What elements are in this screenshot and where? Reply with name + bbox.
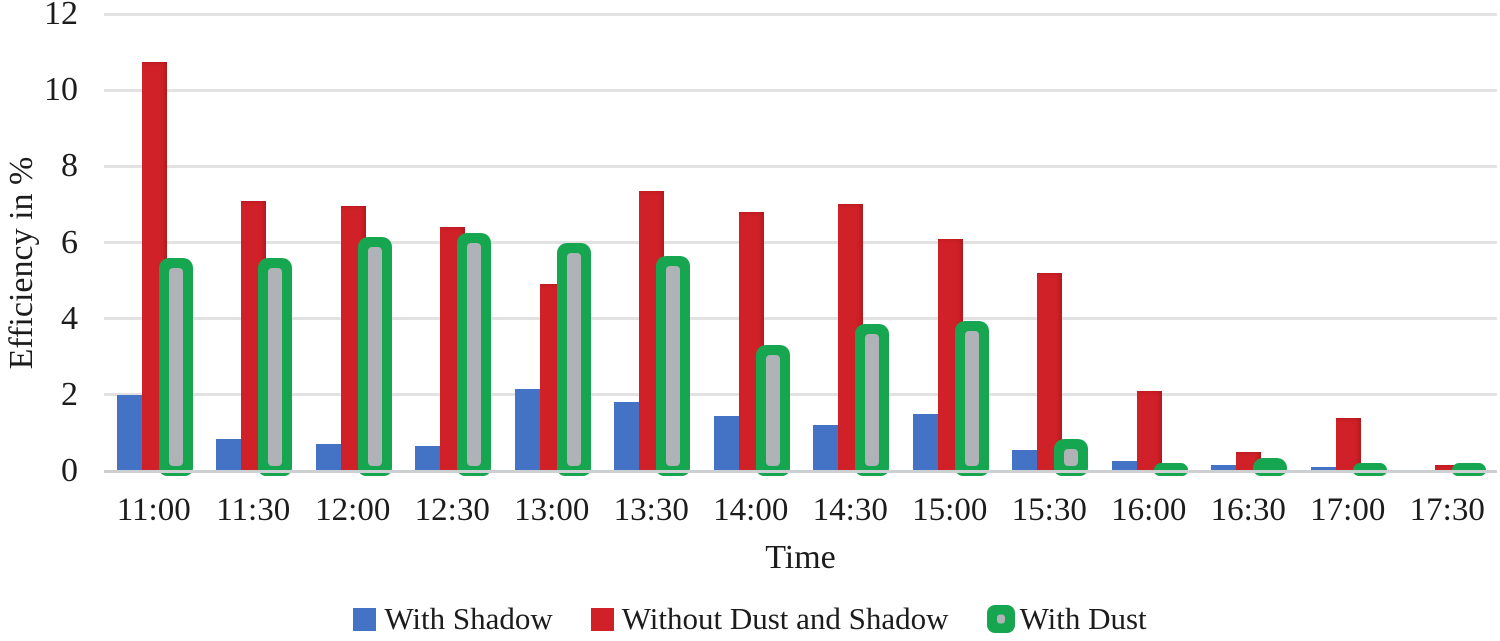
- bar-without-dust-and-shadow: [1037, 272, 1063, 471]
- bar-without-dust-and-shadow: [1335, 417, 1361, 471]
- bar-without-dust-and-shadow: [1435, 465, 1461, 471]
- x-axis-line: [104, 469, 1497, 473]
- bar-inner-stripe: [268, 267, 283, 466]
- gridline: [104, 317, 1497, 321]
- y-tick-label: 12: [44, 0, 78, 32]
- x-tick-label: 11:00: [116, 492, 191, 528]
- y-tick-label: 10: [44, 71, 78, 109]
- bar-with-dust: [755, 345, 790, 476]
- bar-inner-stripe: [566, 252, 581, 466]
- legend-item-without-dust-and-shadow: Without Dust and Shadow: [590, 601, 949, 637]
- x-tick-label: 13:00: [514, 492, 590, 528]
- x-tick-label: 16:00: [1111, 492, 1187, 528]
- bar-with-shadow: [1111, 461, 1137, 471]
- x-tick-label: 16:30: [1210, 492, 1286, 528]
- gridline: [104, 393, 1497, 397]
- bar-with-dust: [656, 255, 691, 476]
- bar-inner-stripe: [765, 355, 780, 466]
- gridline: [104, 12, 1497, 16]
- x-tick-label: 13:30: [613, 492, 689, 528]
- bar-with-dust: [457, 232, 492, 476]
- bar-with-dust: [954, 320, 989, 476]
- x-axis-title: Time: [765, 539, 836, 576]
- legend-marker-without-dust-and-shadow: [590, 607, 614, 631]
- bar-inner-stripe: [467, 242, 482, 466]
- legend-item-with-dust: With Dust: [986, 601, 1147, 637]
- x-tick-label: 17:00: [1310, 492, 1386, 528]
- bar-inner-stripe: [1064, 448, 1079, 466]
- x-tick-label: 14:30: [812, 492, 888, 528]
- legend-marker-with-shadow: [353, 607, 377, 631]
- bar-with-shadow: [1012, 450, 1038, 471]
- y-tick-label: 8: [61, 147, 78, 185]
- bar-with-shadow: [713, 415, 739, 471]
- x-tick-label: 15:00: [912, 492, 988, 528]
- y-tick-label: 2: [61, 375, 78, 413]
- bar-with-shadow: [315, 444, 341, 471]
- bar-with-shadow: [1211, 465, 1237, 471]
- y-tick-label: 6: [61, 223, 78, 261]
- gridline: [104, 241, 1497, 244]
- x-tick-label: 14:00: [713, 492, 789, 528]
- bar-inner-stripe: [865, 334, 880, 466]
- legend-label-with-dust: With Dust: [1019, 601, 1147, 636]
- x-tick-label: 12:30: [414, 492, 490, 528]
- bar-inner-stripe: [964, 330, 979, 466]
- bar-with-dust: [258, 257, 293, 476]
- x-tick-label: 15:30: [1011, 492, 1087, 528]
- bar-with-dust: [855, 324, 890, 476]
- bar-with-shadow: [514, 389, 540, 471]
- bar-without-dust-and-shadow: [1136, 391, 1162, 471]
- bar-inner-stripe: [168, 267, 183, 466]
- bar-with-shadow: [813, 425, 839, 471]
- legend-label-without-dust-and-shadow: Without Dust and Shadow: [621, 601, 949, 636]
- bar-with-shadow: [614, 402, 640, 471]
- bar-inner-stripe: [367, 246, 382, 466]
- gridline: [104, 164, 1497, 168]
- bar-with-dust: [1253, 457, 1288, 476]
- bar-with-shadow: [116, 394, 142, 471]
- bar-with-dust: [357, 236, 392, 476]
- bar-with-dust: [556, 242, 591, 476]
- bar-inner-stripe: [666, 265, 681, 466]
- x-tick-label: 17:30: [1409, 492, 1485, 528]
- bar-with-shadow: [912, 413, 938, 471]
- x-tick-label: 11:30: [216, 492, 291, 528]
- x-tick-label: 12:00: [315, 492, 391, 528]
- bar-with-dust: [158, 257, 193, 476]
- legend: With Shadow Without Dust and Shadow With…: [0, 598, 1500, 640]
- bar-with-shadow: [415, 446, 441, 471]
- gridline: [104, 88, 1497, 92]
- legend-item-with-shadow: With Shadow: [353, 601, 553, 637]
- bar-with-shadow: [1310, 467, 1336, 471]
- legend-marker-with-dust: [986, 605, 1015, 633]
- bar-with-shadow: [216, 438, 242, 471]
- y-tick-label: 0: [61, 452, 78, 489]
- legend-label-with-shadow: With Shadow: [384, 601, 553, 636]
- y-tick-label: 4: [61, 299, 78, 337]
- legend-marker-dust-dot: [996, 614, 1005, 624]
